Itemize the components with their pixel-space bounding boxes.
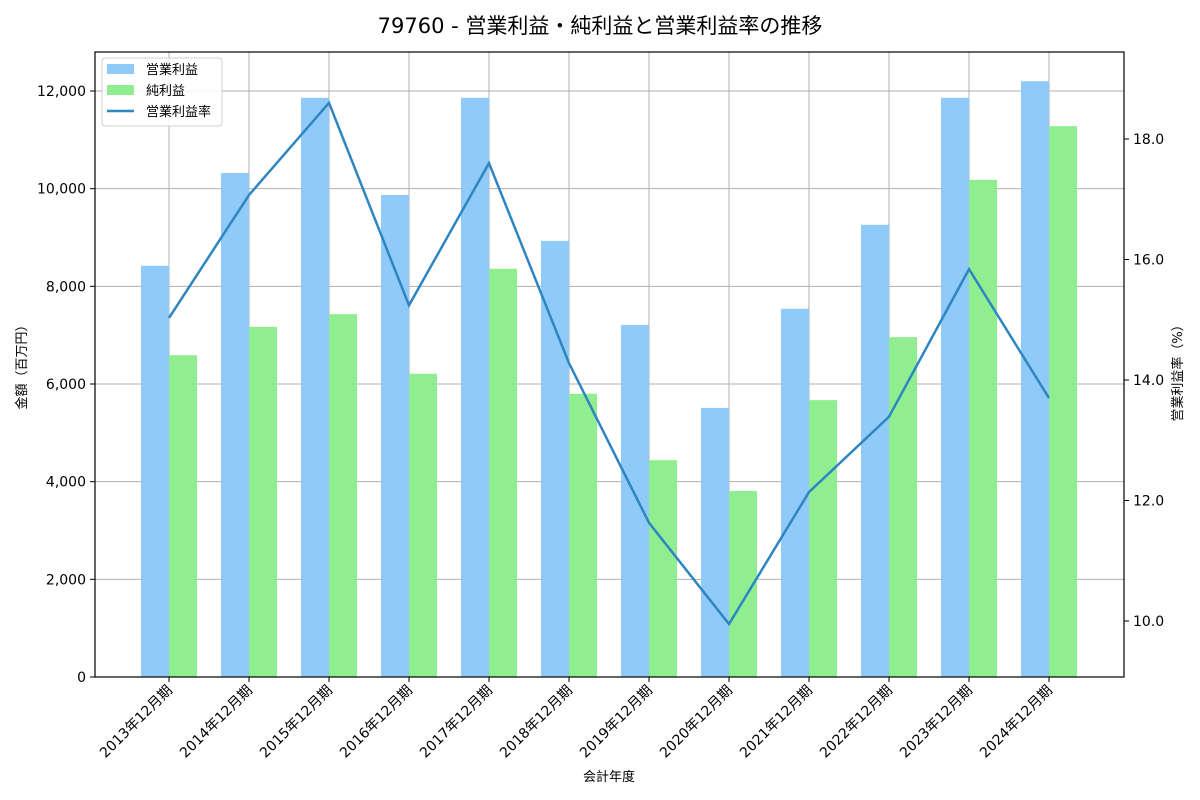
- y-tick-label: 2,000: [46, 572, 86, 588]
- x-tick-label: 2014年12月期: [177, 683, 256, 762]
- bar-net-profit: [249, 326, 277, 677]
- legend-box: [101, 57, 223, 127]
- bar-operating-profit: [781, 308, 809, 677]
- plot-frame: [94, 51, 1125, 678]
- chart-title: 79760 - 営業利益・純利益と営業利益率の推移: [377, 14, 823, 38]
- y-tick-label: 0: [77, 670, 86, 686]
- bar-operating-profit: [301, 97, 329, 677]
- bar-operating-profit: [461, 97, 489, 677]
- bar-operating-profit: [141, 265, 169, 677]
- bar-series: [141, 81, 1077, 678]
- bar-operating-profit: [701, 407, 729, 677]
- bar-operating-profit: [941, 97, 969, 677]
- legend-swatch-net-profit: [107, 85, 134, 95]
- x-tick-label: 2022年12月期: [817, 683, 896, 762]
- y-tick-label: 4,000: [46, 475, 86, 491]
- y-tick-label: 10,000: [37, 182, 86, 198]
- x-tick-label: 2013年12月期: [97, 683, 176, 762]
- operating-margin-line: [167, 100, 1051, 627]
- y-axis-label: 金額（百万円）: [14, 318, 30, 409]
- legend-swatch-operating-profit: [107, 64, 134, 74]
- y2-tick-label: 18.0: [1133, 132, 1164, 148]
- bar-net-profit: [489, 268, 517, 677]
- bar-net-profit: [169, 355, 197, 677]
- bar-net-profit: [969, 179, 997, 678]
- y-tick-label: 8,000: [46, 279, 86, 295]
- y2-tick-label: 14.0: [1133, 373, 1164, 389]
- bar-operating-profit: [861, 224, 889, 677]
- y-tick-label: 6,000: [46, 377, 86, 393]
- x-tick-label: 2016年12月期: [337, 683, 416, 762]
- bar-operating-profit: [381, 195, 409, 677]
- bar-operating-profit: [621, 324, 649, 677]
- bar-net-profit: [889, 337, 917, 677]
- x-tick-label: 2023年12月期: [897, 683, 976, 762]
- y2-tick-label: 12.0: [1133, 494, 1164, 510]
- right-y-axis: 10.0 12.0 14.0 16.0 18.0: [1124, 132, 1164, 630]
- bar-net-profit: [329, 314, 357, 677]
- legend-label: 営業利益率: [146, 104, 211, 120]
- y2-tick-label: 10.0: [1133, 614, 1164, 630]
- y-tick-label: 12,000: [37, 84, 86, 100]
- bar-operating-profit: [1021, 81, 1049, 677]
- line-series: [167, 100, 1051, 627]
- y2-axis-label: 営業利益率（%）: [1170, 318, 1186, 421]
- x-tick-label: 2024年12月期: [977, 683, 1056, 762]
- bar-operating-profit: [221, 173, 249, 678]
- bar-net-profit: [649, 460, 677, 677]
- left-y-axis: 0 2,000 4,000 6,000 8,000 10,000 12,000: [37, 84, 95, 686]
- x-tick-label: 2019年12月期: [577, 683, 656, 762]
- x-tick-label: 2015年12月期: [257, 683, 336, 762]
- bar-net-profit: [809, 400, 837, 677]
- y2-tick-label: 16.0: [1133, 253, 1164, 269]
- bar-operating-profit: [541, 240, 569, 677]
- bar-net-profit: [1049, 126, 1077, 677]
- bar-net-profit: [409, 373, 437, 677]
- x-tick-label: 2020年12月期: [657, 683, 736, 762]
- x-tick-label: 2017年12月期: [417, 683, 496, 762]
- x-tick-label: 2021年12月期: [737, 683, 816, 762]
- x-tick-label: 2018年12月期: [497, 683, 576, 762]
- legend-label: 純利益: [146, 84, 185, 99]
- x-axis: 2013年12月期 2014年12月期 2015年12月期 2016年12月期 2017…: [97, 677, 1056, 761]
- legend-label: 営業利益: [146, 62, 198, 78]
- x-axis-label: 会計年度: [583, 769, 635, 785]
- bar-net-profit: [569, 393, 597, 677]
